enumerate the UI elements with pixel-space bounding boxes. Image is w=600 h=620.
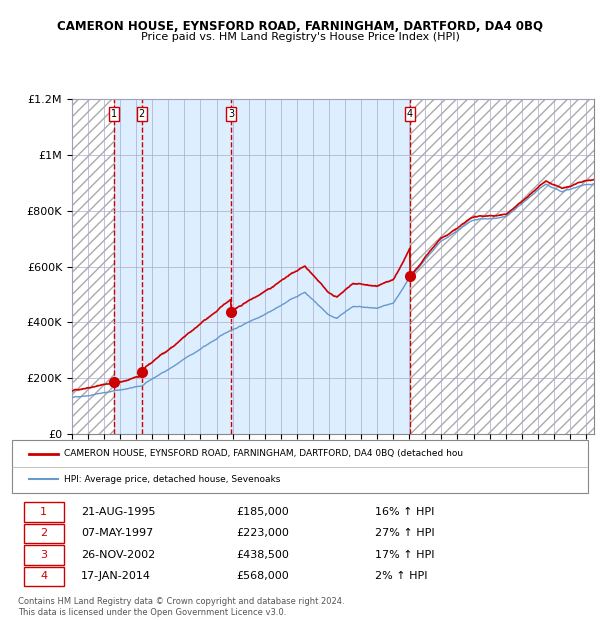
Text: HPI: Average price, detached house, Sevenoaks: HPI: Average price, detached house, Seve… [64, 475, 280, 484]
Bar [410, 99, 594, 434]
Text: 3: 3 [228, 109, 234, 119]
Text: 26-NOV-2002: 26-NOV-2002 [81, 550, 155, 560]
Text: 1: 1 [112, 109, 118, 119]
Text: 4: 4 [40, 571, 47, 582]
Text: 3: 3 [40, 550, 47, 560]
Text: £223,000: £223,000 [236, 528, 290, 538]
Text: 17-JAN-2014: 17-JAN-2014 [81, 571, 151, 582]
Text: 2% ↑ HPI: 2% ↑ HPI [375, 571, 427, 582]
Text: Price paid vs. HM Land Registry's House Price Index (HPI): Price paid vs. HM Land Registry's House … [140, 32, 460, 42]
Text: 21-AUG-1995: 21-AUG-1995 [81, 507, 155, 517]
FancyBboxPatch shape [23, 502, 64, 521]
Text: 1: 1 [40, 507, 47, 517]
Text: CAMERON HOUSE, EYNSFORD ROAD, FARNINGHAM, DARTFORD, DA4 0BQ: CAMERON HOUSE, EYNSFORD ROAD, FARNINGHAM… [57, 20, 543, 33]
Text: £568,000: £568,000 [236, 571, 289, 582]
Text: 4: 4 [407, 109, 413, 119]
Bar [115, 99, 410, 434]
FancyBboxPatch shape [23, 524, 64, 543]
Text: 27% ↑ HPI: 27% ↑ HPI [375, 528, 434, 538]
Text: £438,500: £438,500 [236, 550, 290, 560]
Text: 07-MAY-1997: 07-MAY-1997 [81, 528, 154, 538]
Text: Contains HM Land Registry data © Crown copyright and database right 2024.
This d: Contains HM Land Registry data © Crown c… [18, 598, 344, 617]
FancyBboxPatch shape [23, 567, 64, 586]
FancyBboxPatch shape [23, 545, 64, 565]
Text: 17% ↑ HPI: 17% ↑ HPI [375, 550, 434, 560]
FancyBboxPatch shape [12, 440, 588, 493]
Bar [72, 99, 115, 434]
Text: 2: 2 [40, 528, 47, 538]
Text: 16% ↑ HPI: 16% ↑ HPI [375, 507, 434, 517]
Text: £185,000: £185,000 [236, 507, 289, 517]
Text: CAMERON HOUSE, EYNSFORD ROAD, FARNINGHAM, DARTFORD, DA4 0BQ (detached hou: CAMERON HOUSE, EYNSFORD ROAD, FARNINGHAM… [64, 450, 463, 458]
Text: 2: 2 [139, 109, 145, 119]
